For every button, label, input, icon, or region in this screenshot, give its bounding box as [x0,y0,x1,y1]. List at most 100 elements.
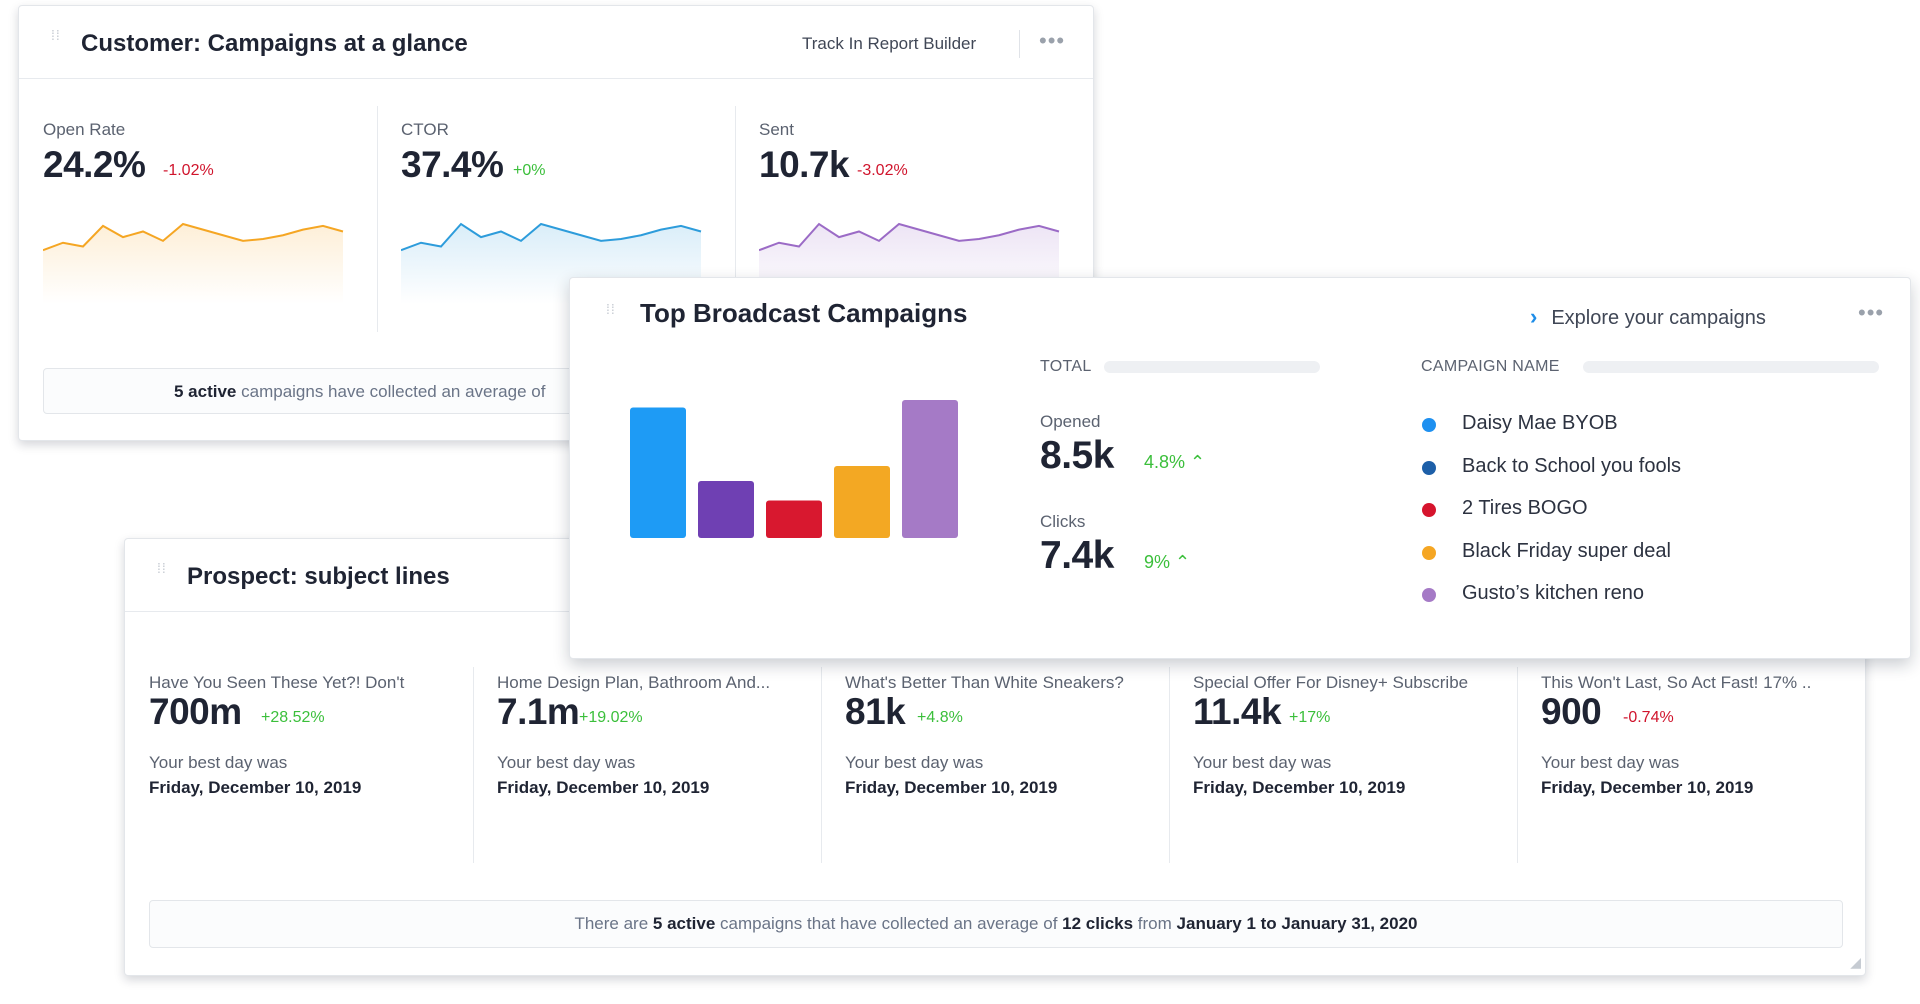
summary-text: campaigns have collected an average of [241,382,546,401]
campaign-name: 2 Tires BOGO [1462,497,1588,519]
best-day-label: Your best day was [149,753,288,772]
more-options-icon[interactable]: ••• [1039,28,1066,53]
subject-line-label: Special Offer For Disney+ Subscribe [1193,673,1469,692]
opened-pct: 4.8% ⌃ [1144,452,1205,473]
campaign-name: Daisy Mae BYOB [1462,412,1618,434]
legend-dot [1422,503,1436,517]
subject-line-value: 7.1m [497,691,580,732]
campaign-bar-chart [630,400,958,539]
subject-line-label: This Won't Last, So Act Fast! 17% .. [1541,673,1812,692]
subject-line-delta: +17% [1289,709,1331,726]
best-day-label: Your best day was [497,753,636,772]
drag-handle-icon[interactable]: ⁞⁞ [51,27,61,43]
sparkline-line [759,222,1060,252]
drag-handle-icon[interactable]: ⁞⁞ [157,560,167,576]
campaign-name: Gusto’s kitchen reno [1462,582,1644,604]
best-day-label: Your best day was [845,753,984,772]
card-title: Prospect: subject lines [187,563,450,590]
subject-line-label: Home Design Plan, Bathroom And... [497,673,771,692]
item-divider [1169,667,1170,863]
more-options-icon[interactable]: ••• [1858,300,1885,325]
summary-range: January 1 to January 31, 2020 [1176,914,1418,933]
best-day-date: Friday, December 10, 2019 [1193,778,1406,797]
metric-delta: -3.02% [857,162,908,179]
summary-mid: campaigns that have collected an average… [720,914,1058,933]
metric-value: 24.2% [43,144,146,185]
metric-divider [377,106,378,332]
campaign-name: Black Friday super deal [1462,540,1671,562]
campaign-bar[interactable] [766,500,822,539]
total-column-header: TOTAL [1040,358,1092,375]
subject-line-delta: -0.74% [1623,709,1674,726]
campaign-bar[interactable] [902,400,958,538]
subject-line-value: 11.4k [1193,691,1282,732]
legend-dot [1422,418,1436,432]
subject-line-item[interactable]: Special Offer For Disney+ Subscribe 11.4… [1193,673,1513,893]
explore-campaigns-link[interactable]: › Explore your campaigns [1530,304,1766,330]
clicks-label: Clicks [1040,512,1086,531]
explore-label: Explore your campaigns [1551,307,1766,329]
metric-label: Sent [759,120,794,139]
subject-line-delta: +28.52% [261,709,325,726]
sparkline-area [43,224,343,304]
metric-delta: -1.02% [163,162,214,179]
card-title: Top Broadcast Campaigns [640,298,968,328]
trend-up-icon: ⌃ [1175,552,1191,572]
card-header: ⁞⁞ Customer: Campaigns at a glance Track… [19,6,1093,79]
subject-line-value: 900 [1541,691,1602,732]
campaign-bar[interactable] [630,407,686,539]
subject-line-delta: +4.8% [917,709,963,726]
subject-line-label: What's Better Than White Sneakers? [845,673,1124,692]
subject-lines-summary: There are 5 active campaigns that have c… [149,900,1843,948]
campaign-header-bar [1583,361,1879,373]
legend-dot [1422,588,1436,602]
item-divider [821,667,822,863]
legend-dot [1422,461,1436,475]
header-divider [1019,30,1020,58]
subject-line-item[interactable]: What's Better Than White Sneakers? 81k +… [845,673,1165,893]
best-day-label: Your best day was [1541,753,1680,772]
sparkline-open-rate [43,222,344,304]
metric-open-rate: Open Rate 24.2% -1.02% [43,106,373,336]
best-day-date: Friday, December 10, 2019 [1541,778,1754,797]
legend-dot [1422,546,1436,560]
sparkline-line [43,222,344,252]
metric-value: 37.4% [401,144,504,185]
drag-handle-icon[interactable]: ⁞⁞ [606,301,616,317]
opened-label: Opened [1040,412,1101,431]
subject-line-item[interactable]: Home Design Plan, Bathroom And... 7.1m +… [497,673,817,893]
metric-delta: +0% [513,162,546,179]
total-header-bar [1104,361,1320,373]
opened-pct-value: 4.8% [1144,452,1186,472]
subject-line-value: 81k [845,691,906,732]
track-in-report-builder-link[interactable]: Track In Report Builder [802,34,977,53]
campaign-bar[interactable] [698,481,754,538]
subject-line-label: Have You Seen These Yet?! Don't [149,673,405,692]
summary-prefix: There are [574,914,649,933]
item-divider [473,667,474,863]
chevron-right-icon: › [1530,304,1538,329]
top-broadcast-card: ⁞⁞ Top Broadcast Campaigns › Explore your… [569,277,1911,659]
campaign-bar[interactable] [834,466,890,538]
resize-handle-icon[interactable]: ◢ [1850,954,1861,970]
summary-clicks: 12 clicks [1062,914,1134,933]
metric-divider [735,106,736,332]
summary-count: 5 active [174,382,237,401]
clicks-pct-value: 9% [1144,552,1171,572]
campaign-name: Back to School you fools [1462,455,1682,477]
subject-line-item[interactable]: This Won't Last, So Act Fast! 17% .. 900… [1541,673,1861,893]
best-day-date: Friday, December 10, 2019 [845,778,1058,797]
subject-line-value: 700m [149,691,242,732]
metric-value: 10.7k [759,144,850,185]
trend-up-icon: ⌃ [1190,452,1206,472]
clicks-value: 7.4k [1040,534,1114,577]
best-day-date: Friday, December 10, 2019 [149,778,362,797]
best-day-label: Your best day was [1193,753,1332,772]
opened-value: 8.5k [1040,434,1114,477]
subject-line-delta: +19.02% [579,709,643,726]
card-title: Customer: Campaigns at a glance [81,30,468,57]
sparkline-line [401,222,702,252]
item-divider [1517,667,1518,863]
metric-label: Open Rate [43,120,126,139]
subject-line-item[interactable]: Have You Seen These Yet?! Don't 700m +28… [149,673,469,893]
